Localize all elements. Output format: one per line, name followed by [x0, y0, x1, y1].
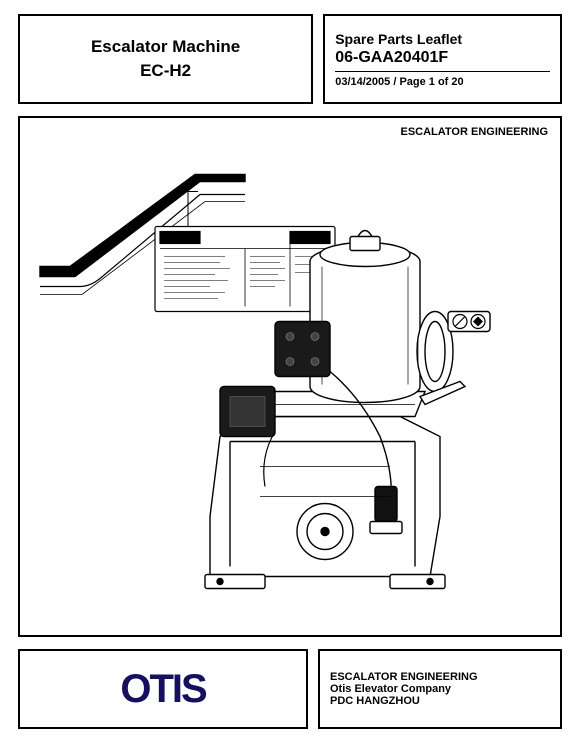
company-line1: ESCALATOR ENGINEERING [330, 671, 550, 683]
company-line2: Otis Elevator Company [330, 683, 550, 695]
part-number: 06-GAA20401F [335, 49, 550, 67]
machine-diagram [20, 118, 560, 635]
date-page: 03/14/2005 / Page 1 of 20 [335, 76, 550, 88]
company-line3: PDC HANGZHOU [330, 695, 550, 707]
info-divider [335, 71, 550, 72]
header-row: Escalator Machine EC-H2 Spare Parts Leaf… [18, 14, 562, 104]
product-title-box: Escalator Machine EC-H2 [18, 14, 313, 104]
footer-row: OTIS ESCALATOR ENGINEERING Otis Elevator… [18, 649, 562, 729]
otis-logo: OTIS [120, 667, 205, 712]
product-title-line1: Escalator Machine [91, 35, 240, 59]
leaflet-info-box: Spare Parts Leaflet 06-GAA20401F 03/14/2… [323, 14, 562, 104]
spec-plate [155, 227, 335, 312]
logo-box: OTIS [18, 649, 308, 729]
diagram-box: ESCALATOR ENGINEERING [18, 116, 562, 637]
warning-label-icon [448, 312, 490, 332]
product-title-line2: EC-H2 [140, 59, 191, 83]
company-info-box: ESCALATOR ENGINEERING Otis Elevator Comp… [318, 649, 562, 729]
leaflet-label: Spare Parts Leaflet [335, 31, 550, 47]
